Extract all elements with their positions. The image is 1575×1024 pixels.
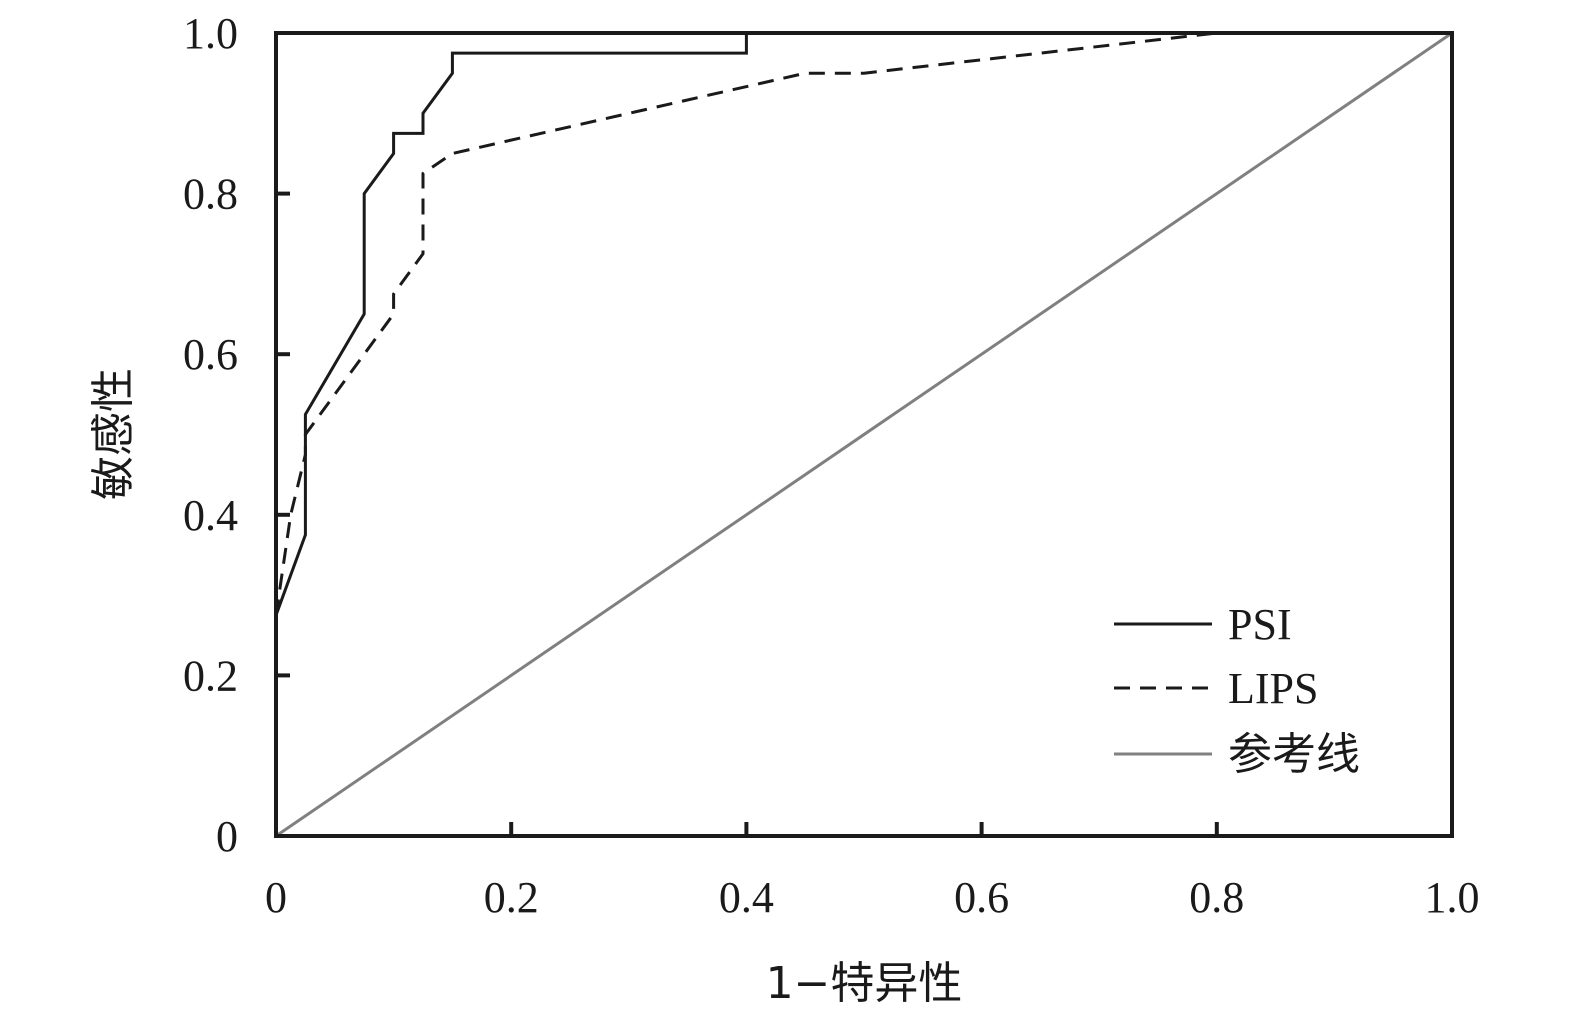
series-line-lips [274, 31, 1452, 616]
x-tick-label: 0.4 [719, 873, 774, 922]
y-tick-label: 0.4 [183, 491, 238, 540]
ticks-layer: 0 0.2 0.4 0.6 0.8 1.0 0 0.2 0.4 0.6 0.8 1.0 [183, 9, 1480, 922]
x-tick-label: 1.0 [1425, 873, 1480, 922]
y-tick-label: 0 [216, 812, 238, 861]
y-tick-label: 0.2 [183, 651, 238, 700]
x-tick-label: 0.2 [484, 873, 539, 922]
x-tick-label: 0 [265, 873, 287, 922]
legend-label: 参考线 [1228, 730, 1360, 779]
y-tick-label: 0.6 [183, 330, 238, 379]
legend: PSI LIPS 参考线 [1114, 600, 1360, 779]
x-axis-title: 1−特异性 [766, 958, 963, 1009]
legend-label: PSI [1228, 600, 1292, 649]
y-tick-label: 1.0 [183, 9, 238, 58]
plot-frame [274, 31, 1454, 838]
y-axis-title: 敏感性 [88, 368, 139, 500]
series-layer [274, 31, 1453, 838]
legend-label: LIPS [1228, 664, 1318, 713]
x-tick-label: 0.8 [1189, 873, 1244, 922]
x-tick-label: 0.6 [954, 873, 1009, 922]
y-tick-label: 0.8 [183, 170, 238, 219]
series-line-reference [275, 31, 1453, 838]
series-line-psi [274, 31, 1452, 616]
